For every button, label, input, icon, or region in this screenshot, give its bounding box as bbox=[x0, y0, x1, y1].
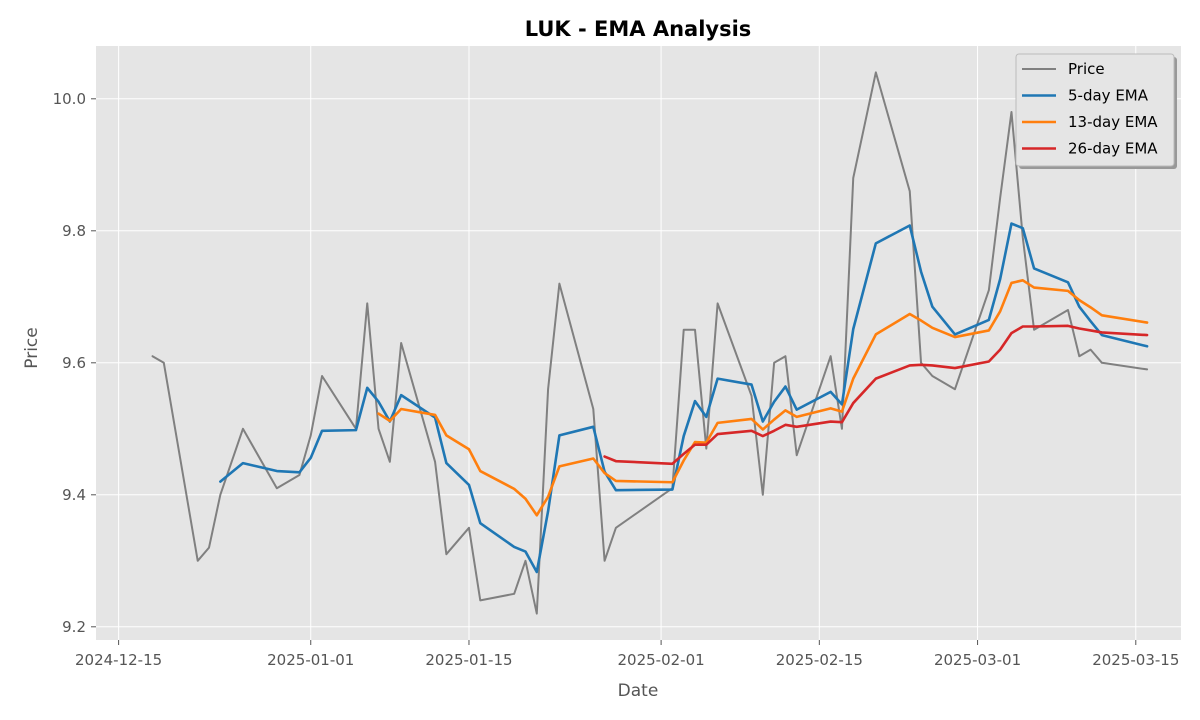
y-tick-label: 9.2 bbox=[62, 618, 86, 636]
x-tick-label: 2025-03-01 bbox=[934, 651, 1021, 669]
y-tick-label: 9.8 bbox=[62, 222, 86, 240]
x-tick-label: 2025-01-15 bbox=[425, 651, 512, 669]
series-lines bbox=[151, 71, 1149, 615]
legend-entry: 13-day EMA bbox=[1068, 113, 1158, 131]
axis-ticks: 2024-12-15 2025-01-01 2025-01-15 2025-02-01… bbox=[53, 90, 1180, 669]
series-line-26-day-ema bbox=[603, 324, 1149, 466]
series-line-13-day-ema bbox=[377, 279, 1149, 517]
legend-entry: 5-day EMA bbox=[1068, 87, 1149, 105]
y-tick-label: 9.6 bbox=[62, 354, 86, 372]
chart-title: LUK - EMA Analysis bbox=[525, 17, 752, 41]
plot-area bbox=[96, 46, 1181, 640]
y-tick-label: 10.0 bbox=[53, 90, 86, 108]
x-tick-label: 2025-02-15 bbox=[776, 651, 863, 669]
x-axis-label: Date bbox=[618, 681, 659, 701]
legend-box bbox=[1015, 53, 1175, 167]
x-tick-label: 2025-01-01 bbox=[267, 651, 354, 669]
legend: Price 5-day EMA 13-day EMA 26-day EMA bbox=[1015, 53, 1177, 169]
series-line-5-day-ema bbox=[219, 222, 1149, 574]
x-tick-label: 2025-03-15 bbox=[1092, 651, 1179, 669]
y-tick-label: 9.4 bbox=[62, 486, 86, 504]
legend-entry: Price bbox=[1068, 60, 1105, 78]
legend-entry: 26-day EMA bbox=[1068, 140, 1158, 158]
x-tick-label: 2024-12-15 bbox=[75, 651, 162, 669]
grid-lines bbox=[96, 46, 1181, 640]
x-tick-label: 2025-02-01 bbox=[618, 651, 705, 669]
y-axis-label: Price bbox=[22, 327, 42, 368]
